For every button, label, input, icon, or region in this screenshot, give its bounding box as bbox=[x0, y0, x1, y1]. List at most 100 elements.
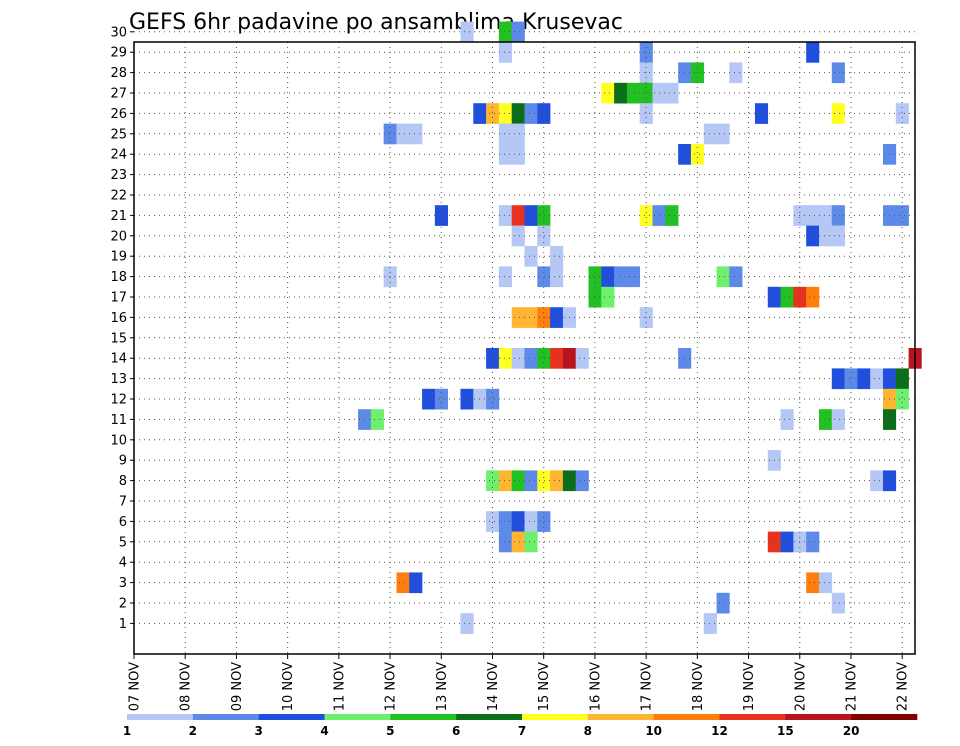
precip-cell bbox=[434, 388, 448, 410]
precip-cell bbox=[498, 470, 512, 492]
precip-cell bbox=[831, 205, 845, 226]
precip-cell bbox=[754, 103, 769, 124]
precip-cell bbox=[575, 470, 589, 492]
precip-cell bbox=[818, 225, 833, 247]
precip-cell bbox=[460, 21, 474, 43]
y-tick-label: 12 bbox=[110, 393, 127, 408]
y-tick-label: 16 bbox=[110, 311, 127, 326]
precip-cell bbox=[537, 511, 551, 532]
y-tick-label: 8 bbox=[119, 474, 127, 489]
precip-cell bbox=[511, 225, 525, 247]
precip-cell bbox=[498, 21, 512, 43]
precip-cell bbox=[524, 470, 538, 492]
legend-label: 6 bbox=[452, 724, 460, 738]
x-tick-label: 15 NOV bbox=[537, 662, 552, 711]
y-tick-label: 7 bbox=[119, 495, 127, 510]
legend-swatch bbox=[719, 714, 786, 720]
x-tick-label: 17 NOV bbox=[640, 662, 655, 711]
precip-cell bbox=[550, 266, 564, 288]
x-axis: 07 NOV 08 NOV 09 NOV 10 NOV 11 NOV 12 NOV 13 N… bbox=[128, 654, 911, 711]
precip-cell bbox=[626, 266, 641, 288]
precip-cell bbox=[550, 348, 564, 369]
precip-cell bbox=[806, 572, 820, 594]
precip-cell bbox=[601, 82, 615, 104]
precip-cell bbox=[575, 348, 589, 369]
precip-cell bbox=[550, 307, 564, 328]
precip-cell bbox=[806, 205, 820, 226]
y-tick-label: 26 bbox=[110, 107, 127, 122]
precip-cell bbox=[524, 103, 538, 124]
y-tick-label: 23 bbox=[110, 168, 127, 183]
x-tick-label: 20 NOV bbox=[793, 662, 808, 711]
precip-cell bbox=[588, 266, 602, 288]
legend-label: 1 bbox=[123, 724, 131, 738]
precip-cell bbox=[486, 388, 500, 410]
precip-cell bbox=[550, 246, 564, 267]
x-tick-label: 21 NOV bbox=[845, 662, 860, 711]
precip-cell bbox=[537, 470, 551, 492]
legend-swatch bbox=[785, 714, 852, 720]
precip-cell bbox=[511, 144, 525, 165]
precip-cell bbox=[806, 531, 820, 553]
precip-cell bbox=[614, 82, 628, 104]
x-tick-label: 14 NOV bbox=[486, 662, 501, 711]
y-tick-label: 22 bbox=[110, 189, 127, 204]
y-tick-label: 20 bbox=[110, 229, 127, 244]
precip-cell bbox=[729, 266, 743, 288]
precip-cell bbox=[511, 123, 525, 145]
precip-cell bbox=[511, 470, 525, 492]
x-tick-label: 10 NOV bbox=[281, 662, 296, 711]
precip-cell bbox=[857, 368, 871, 390]
x-tick-label: 12 NOV bbox=[384, 662, 399, 711]
precip-cell bbox=[498, 348, 512, 369]
precip-cell bbox=[818, 409, 833, 430]
precip-cell bbox=[780, 531, 794, 553]
precip-cell bbox=[486, 470, 500, 492]
precip-cell bbox=[690, 144, 705, 165]
x-tick-label: 22 NOV bbox=[896, 662, 911, 711]
precip-cell bbox=[422, 388, 436, 410]
y-tick-label: 27 bbox=[110, 87, 127, 102]
precip-cell bbox=[498, 123, 512, 145]
legend-swatch bbox=[324, 714, 391, 720]
precip-cell bbox=[537, 266, 551, 288]
precip-cell bbox=[818, 572, 833, 594]
precip-cell bbox=[524, 531, 538, 553]
y-tick-label: 4 bbox=[119, 556, 127, 571]
precip-cell bbox=[601, 266, 615, 288]
precip-cell bbox=[383, 266, 397, 288]
precip-cell bbox=[703, 123, 717, 145]
y-tick-label: 25 bbox=[110, 127, 127, 142]
precip-cell bbox=[806, 225, 820, 247]
legend-swatch bbox=[587, 714, 654, 720]
precip-cell bbox=[665, 205, 679, 226]
precip-cell bbox=[639, 82, 653, 104]
precip-cell bbox=[614, 266, 628, 288]
y-tick-label: 28 bbox=[110, 66, 127, 81]
y-tick-label: 15 bbox=[110, 331, 127, 346]
precip-cell bbox=[396, 572, 410, 594]
precip-cell bbox=[511, 531, 525, 553]
precip-cell bbox=[844, 368, 858, 390]
legend-label: 2 bbox=[189, 724, 197, 738]
grid-layer bbox=[133, 31, 915, 654]
x-tick-label: 19 NOV bbox=[742, 662, 757, 711]
y-tick-label: 3 bbox=[119, 576, 127, 591]
precip-cell bbox=[498, 42, 512, 63]
precip-cell bbox=[780, 286, 794, 308]
y-tick-label: 6 bbox=[119, 515, 127, 530]
precip-cell bbox=[729, 62, 743, 84]
precip-cell bbox=[716, 592, 730, 614]
y-tick-label: 5 bbox=[119, 535, 127, 550]
precip-cell bbox=[703, 613, 717, 634]
plot-frame bbox=[133, 41, 916, 655]
precip-cell bbox=[831, 409, 845, 430]
precip-cell bbox=[639, 103, 653, 124]
precip-cell bbox=[409, 572, 423, 594]
precip-cell bbox=[498, 531, 512, 553]
precip-cell bbox=[498, 205, 512, 226]
legend-swatch bbox=[390, 714, 457, 720]
precip-cell bbox=[511, 21, 525, 43]
x-tick-label: 08 NOV bbox=[179, 662, 194, 711]
